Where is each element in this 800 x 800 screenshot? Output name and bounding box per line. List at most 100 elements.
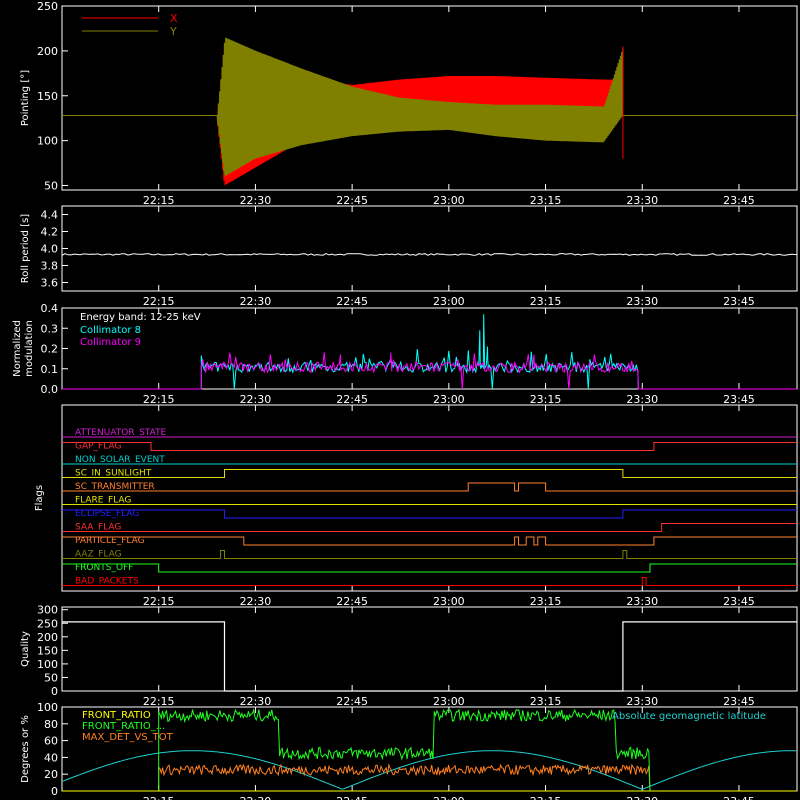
flag-saa-flag-line <box>62 523 797 532</box>
y-tick-label: 50 <box>44 180 58 193</box>
legend-label-max-det-vs-tot: MAX_DET_VS_TOT <box>82 732 174 743</box>
x-tick-label: 22:30 <box>240 695 272 708</box>
flag-label: SAA_FLAG <box>75 523 121 533</box>
y-tick-label: 300 <box>37 604 58 617</box>
flag-label: SC_IN_SUNLIGHT <box>75 469 152 479</box>
energy-band-annotation: Energy band: 12-25 keV <box>80 312 201 323</box>
flag-label: GAP_FLAG <box>75 442 121 452</box>
x-tick-label: 23:00 <box>433 393 465 406</box>
x-tick-label: 23:30 <box>626 194 658 207</box>
panel-modulation: 22:15 22:30 22:45 23:00 23:15 23:30 23:45 0.0 0.… <box>12 302 798 406</box>
roll-period-line <box>61 253 798 256</box>
plot-frame <box>61 606 798 692</box>
x-tick-label: 23:30 <box>626 795 658 800</box>
flag-aaz-flag-line <box>62 550 797 559</box>
x-tick-label: 22:45 <box>336 795 368 800</box>
x-tick-label: 23:45 <box>723 595 755 608</box>
flag-particle-flag-line <box>62 536 797 546</box>
y-tick-label: 0.3 <box>41 322 59 335</box>
flag-label: SC_TRANSMITTER <box>75 482 155 492</box>
y-tick-label: 250 <box>37 617 58 630</box>
y-tick-label: 100 <box>37 658 58 671</box>
quality-line <box>62 621 797 692</box>
plot-frame <box>61 5 798 191</box>
x-tick-label: 22:30 <box>240 194 272 207</box>
x-tick-label: 23:15 <box>530 194 562 207</box>
y-tick-label: 0.1 <box>41 363 59 376</box>
y-tick-label: 150 <box>37 90 58 103</box>
x-tick-label: 23:45 <box>723 194 755 207</box>
y-axis-label: Pointing [°] <box>20 70 31 126</box>
x-tick-label: 22:15 <box>143 194 175 207</box>
legend-label-collimator-8: Collimator 8 <box>80 325 141 336</box>
x-tick-label: 23:30 <box>626 695 658 708</box>
x-tick-label: 22:45 <box>336 295 368 308</box>
legend-label-y: Y <box>169 25 177 38</box>
x-tick-label: 22:30 <box>240 295 272 308</box>
series-collimator-8-line <box>62 314 797 390</box>
panel-flags: 22:15 22:30 22:45 23:00 23:15 23:30 23:45 Flags… <box>34 404 798 608</box>
y-tick-label: 250 <box>37 0 58 13</box>
series-y-line <box>216 37 624 177</box>
plot-frame <box>61 205 798 292</box>
x-tick-label: 22:15 <box>143 295 175 308</box>
series-geomagnetic-latitude-line <box>61 750 796 790</box>
x-tick-label: 23:00 <box>433 194 465 207</box>
y-tick-label: 100 <box>37 701 58 714</box>
y-tick-label: 4.2 <box>41 226 59 239</box>
flag-label: ATTENUATOR_STATE <box>75 428 167 438</box>
y-tick-label: 100 <box>37 135 58 148</box>
x-tick-label: 23:45 <box>723 393 755 406</box>
flag-eclipse-flag-line <box>62 509 797 519</box>
x-tick-label: 23:00 <box>433 795 465 800</box>
flag-bad-packets-line <box>62 577 797 586</box>
y-tick-label: 40 <box>44 751 58 764</box>
x-tick-label: 23:00 <box>433 695 465 708</box>
x-tick-label: 23:30 <box>626 393 658 406</box>
y-tick-label: 3.6 <box>41 277 59 290</box>
x-tick-label: 22:15 <box>143 695 175 708</box>
series-collimator-9-line <box>62 352 797 390</box>
series-max-det-vs-tot-line <box>158 763 651 792</box>
y-tick-label: 3.8 <box>41 260 59 273</box>
x-tick-label: 23:15 <box>530 393 562 406</box>
flag-sc-transmitter-line <box>62 482 797 492</box>
y-tick-label: 4.0 <box>41 243 59 256</box>
y-tick-label: 0.2 <box>41 343 59 356</box>
y-tick-label: 20 <box>44 768 58 781</box>
y-tick-label: 0 <box>51 685 58 698</box>
x-tick-label: 22:30 <box>240 393 272 406</box>
flag-label: BAD_PACKETS <box>75 577 139 587</box>
y-tick-label: 200 <box>37 631 58 644</box>
legend-label-front-ratio-2: FRONT_RATIO_... <box>82 721 165 732</box>
flag-label: FLARE_FLAG <box>75 496 131 506</box>
panel-quality: 22:15 22:30 22:45 23:00 23:15 23:30 23:45 05010… <box>20 604 798 708</box>
y-tick-label: 0 <box>51 785 58 798</box>
y-axis-label: Roll period [s] <box>20 214 31 283</box>
y-tick-label: 200 <box>37 45 58 58</box>
y-tick-label: 0.0 <box>41 383 59 396</box>
legend-label-geomagnetic-latitude: Absolute geomagnetic latitude <box>612 711 766 722</box>
x-tick-label: 22:45 <box>336 194 368 207</box>
flag-label: PARTICLE_FLAG <box>75 536 145 546</box>
flag-fronts-off-line <box>62 563 797 573</box>
panel-pointing: 22:15 22:30 22:45 23:00 23:15 23:30 23:45 50 100… <box>20 0 798 207</box>
x-tick-label: 23:45 <box>723 295 755 308</box>
y-axis-label: Normalized <box>12 320 23 377</box>
legend-label-front-ratio: FRONT_RATIO <box>82 710 151 721</box>
flag-label: FRONTS_OFF <box>75 563 133 573</box>
x-tick-label: 23:45 <box>723 795 755 800</box>
flag-label: NON_SOLAR_EVENT <box>75 455 165 465</box>
y-axis-label: Flags <box>34 485 45 511</box>
x-tick-label: 22:45 <box>336 695 368 708</box>
flag-label: AAZ_FLAG <box>75 550 122 560</box>
y-tick-label: 0.4 <box>41 302 59 315</box>
y-tick-label: 80 <box>44 718 58 731</box>
y-axis-label: Degrees or % <box>20 715 31 783</box>
legend-label-x: X <box>170 12 178 25</box>
x-tick-label: 23:15 <box>530 595 562 608</box>
y-axis-label: Quality <box>20 631 31 667</box>
plot-frame <box>61 404 798 592</box>
x-tick-label: 22:45 <box>336 595 368 608</box>
